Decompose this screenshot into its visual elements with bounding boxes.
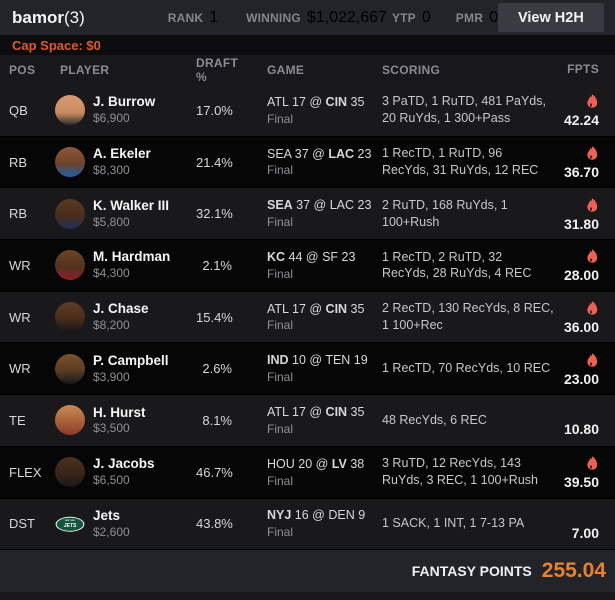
svg-text:JETS: JETS [64,523,77,529]
